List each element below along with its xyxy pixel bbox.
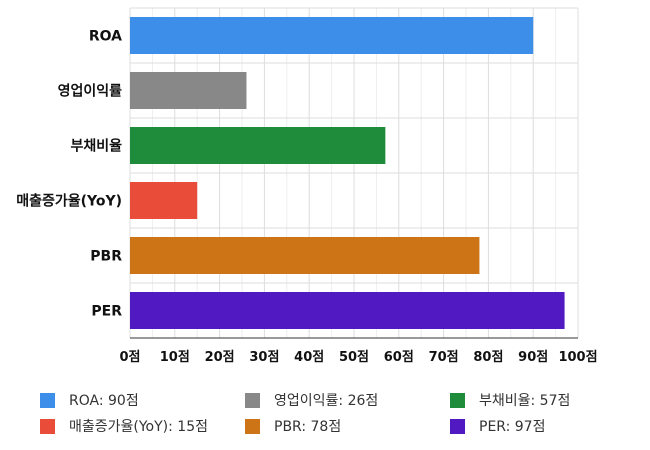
category-label: 부채비율 bbox=[70, 138, 122, 155]
legend-swatch bbox=[40, 392, 55, 408]
legend-item-per: PER: 97점 bbox=[450, 416, 545, 436]
legend-swatch bbox=[245, 392, 260, 408]
bar-2 bbox=[130, 127, 386, 164]
legend-label: PBR: 78점 bbox=[274, 419, 342, 435]
category-label: PER bbox=[91, 304, 122, 320]
x-tick-label: 80점 bbox=[473, 350, 503, 365]
legend-item-operating-margin: 영업이익률: 26점 bbox=[245, 390, 378, 410]
category-label: 영업이익률 bbox=[58, 83, 123, 100]
bar-3 bbox=[130, 182, 198, 219]
x-tick-label: 40점 bbox=[294, 350, 324, 365]
legend-swatch bbox=[40, 418, 55, 434]
x-tick-label: 50점 bbox=[339, 350, 369, 365]
category-label: ROA bbox=[89, 29, 122, 45]
legend-label: 부채비율: 57점 bbox=[479, 393, 571, 409]
legend-label: 매출증가율(YoY): 15점 bbox=[69, 419, 208, 435]
legend-label: PER: 97점 bbox=[479, 419, 546, 435]
x-tick-label: 0점 bbox=[119, 350, 140, 365]
category-label: PBR bbox=[90, 249, 122, 265]
legend-swatch bbox=[450, 392, 465, 408]
legend-item-roa: ROA: 90점 bbox=[40, 390, 139, 410]
x-tick-label: 100점 bbox=[558, 350, 597, 365]
x-tick-label: 20점 bbox=[205, 350, 235, 365]
legend-item-pbr: PBR: 78점 bbox=[245, 416, 341, 436]
bar-5 bbox=[130, 292, 565, 329]
category-label: 매출증가율(YoY) bbox=[16, 193, 122, 210]
legend-item-sales-growth: 매출증가율(YoY): 15점 bbox=[40, 416, 208, 436]
x-tick-label: 30점 bbox=[249, 350, 279, 365]
legend-swatch bbox=[245, 418, 260, 434]
x-tick-label: 60점 bbox=[384, 350, 414, 365]
legend-item-debt-ratio: 부채비율: 57점 bbox=[450, 390, 570, 410]
legend-swatch bbox=[450, 418, 465, 434]
bar-1 bbox=[130, 72, 247, 109]
legend-label: 영업이익률: 26점 bbox=[274, 393, 379, 409]
bar-0 bbox=[130, 17, 534, 54]
bar-4 bbox=[130, 237, 480, 274]
x-tick-label: 10점 bbox=[160, 350, 190, 365]
x-tick-label: 90점 bbox=[518, 350, 548, 365]
x-tick-label: 70점 bbox=[429, 350, 459, 365]
legend-label: ROA: 90점 bbox=[69, 393, 139, 409]
